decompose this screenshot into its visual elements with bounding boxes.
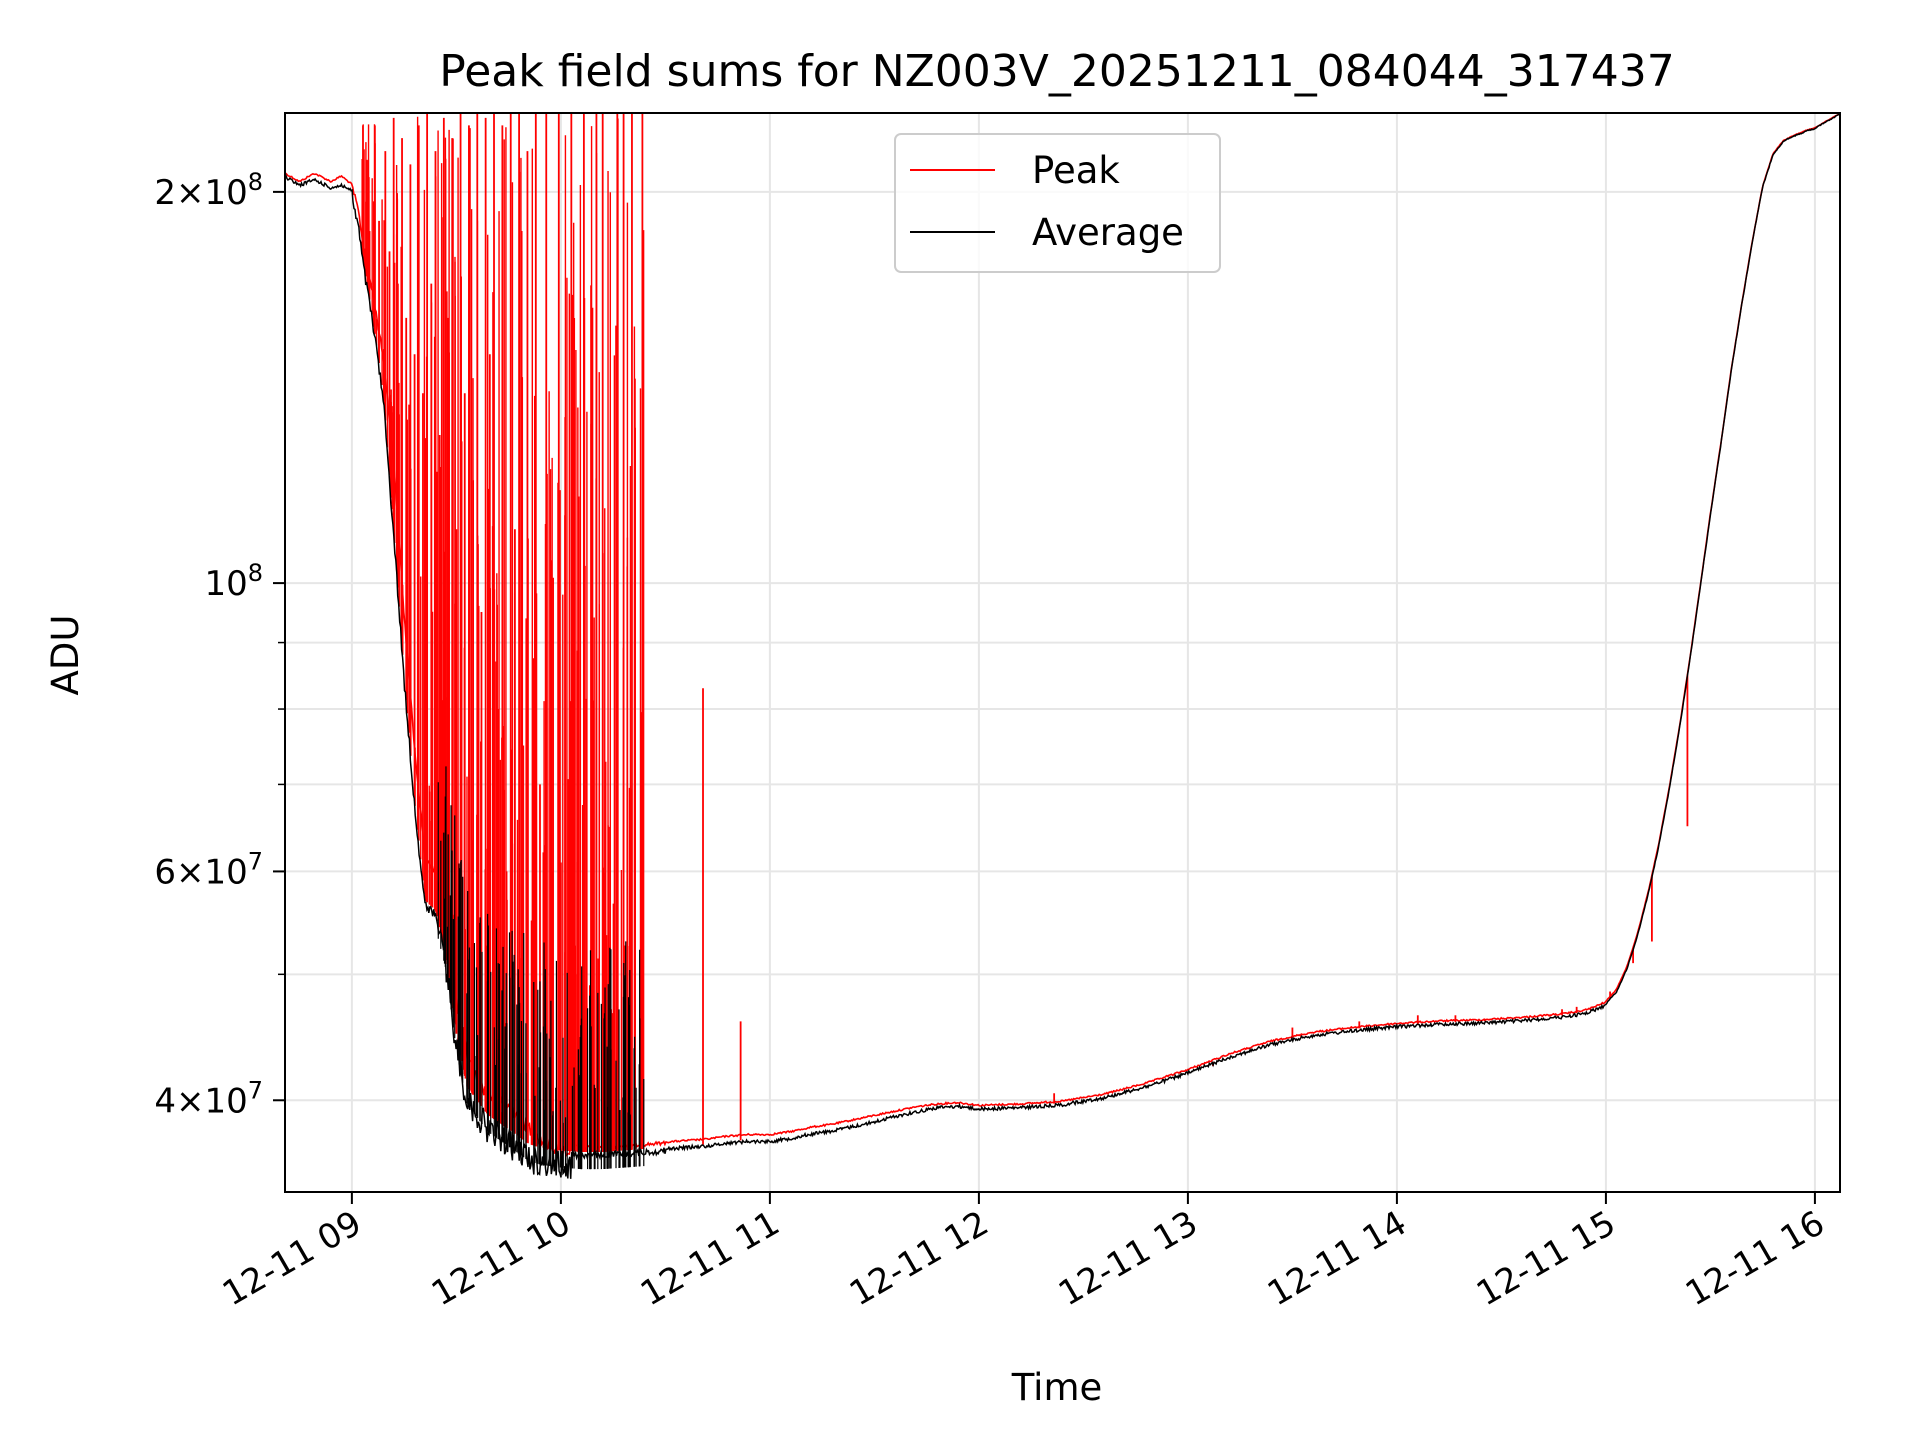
legend: Peak Average — [894, 133, 1221, 273]
y-tick-label: 4×107 — [154, 1076, 263, 1121]
chart-title: Peak field sums for NZ003V_20251211_0840… — [439, 46, 1674, 97]
legend-label-peak: Peak — [1032, 149, 1120, 192]
legend-label-average: Average — [1032, 211, 1184, 254]
plot-area — [285, 113, 1840, 1179]
legend-frame — [894, 133, 1221, 273]
series-group — [285, 113, 1840, 1179]
y-tick-label: 2×108 — [154, 168, 263, 213]
x-axis-title: Time — [1011, 1366, 1103, 1409]
y-tick-label: 108 — [204, 559, 263, 604]
y-axis-title: ADU — [44, 615, 87, 696]
axes — [284, 112, 1841, 1193]
axes-frame — [284, 112, 1841, 1193]
y-tick-label: 6×107 — [154, 847, 263, 892]
